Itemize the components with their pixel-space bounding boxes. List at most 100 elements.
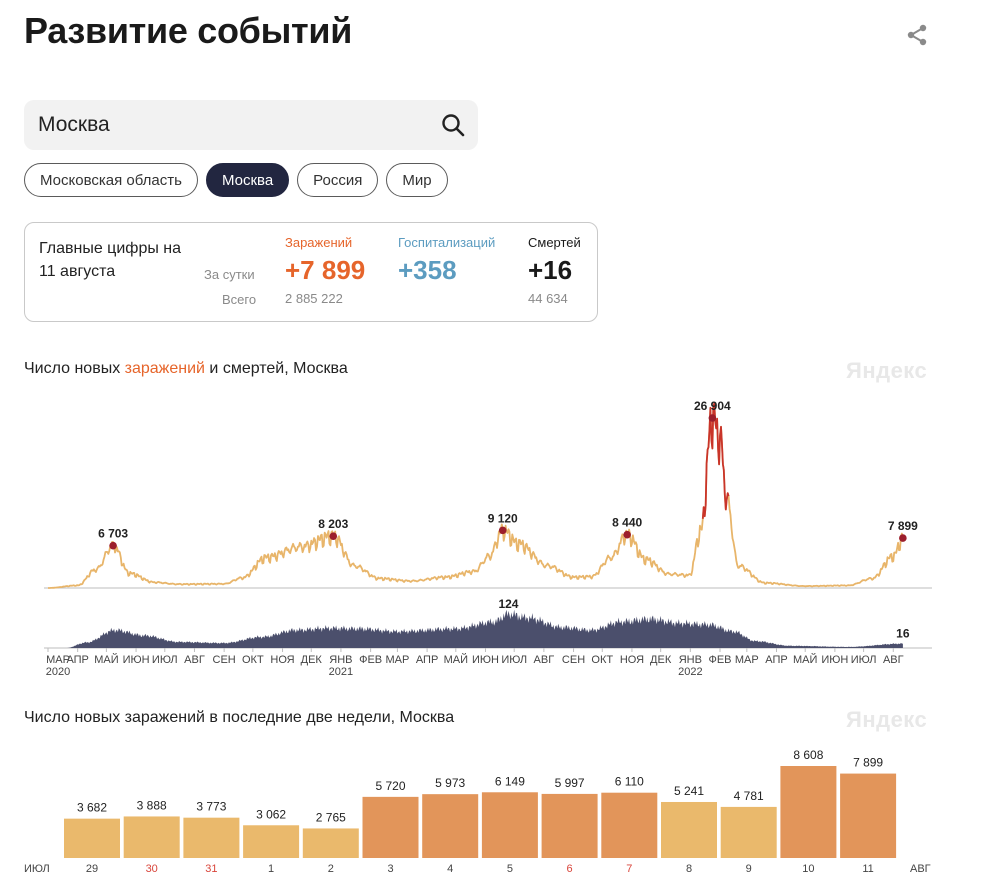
- x-tick-label: ИЮЛ: [501, 654, 527, 666]
- bar: [840, 773, 897, 858]
- peak-markers: 6 703 8 203 9 120 8 440 26 904 7 899 124 16: [98, 399, 918, 641]
- cases-peak-dot: [899, 534, 907, 542]
- x-tick-label: 30: [146, 863, 158, 875]
- bar: [422, 794, 479, 858]
- x-tick-label: ДЕК: [301, 654, 323, 666]
- search-button[interactable]: [440, 112, 466, 138]
- deaths-day-value: +16: [528, 255, 573, 285]
- x-tick-label: АПР: [765, 654, 787, 666]
- cases-peak-dot: [708, 414, 717, 422]
- region-chip-moscow-oblast[interactable]: Московская область: [24, 163, 198, 197]
- x-tick-label: 31: [205, 863, 217, 875]
- x-tick-label: 2: [328, 863, 334, 875]
- x-tick-label: 7: [626, 863, 632, 875]
- bar-value-label: 6 149: [495, 774, 525, 788]
- x-tick-year: 2022: [678, 666, 702, 678]
- x-tick-year: 2020: [46, 666, 70, 678]
- yandex-watermark-2: Яндекс: [846, 707, 928, 732]
- region-chip-russia[interactable]: Россия: [297, 163, 379, 197]
- x-tick-label: 10: [802, 863, 814, 875]
- deaths-series: [66, 609, 903, 648]
- bar-value-label: 3 888: [137, 798, 167, 812]
- x-tick-year: 2021: [329, 666, 353, 678]
- deaths-area: [66, 609, 903, 648]
- x-tick-label: МАЙ: [444, 653, 468, 666]
- cases-day-value: +7 899: [285, 255, 366, 285]
- x-tick-label: АПР: [416, 654, 438, 666]
- row-label-day: За сутки: [204, 267, 255, 282]
- x-tick-label: ИЮЛ: [851, 654, 877, 666]
- bar-value-label: 5 241: [674, 784, 704, 798]
- deaths-total-value: 44 634: [528, 291, 568, 306]
- yandex-watermark: Яндекс: [846, 358, 928, 383]
- cases-series: [48, 402, 904, 589]
- cases-peak-line: [701, 402, 730, 519]
- x-tick-label: 8: [686, 863, 692, 875]
- bar-value-label: 4 781: [734, 789, 764, 803]
- cases-peak-dot: [498, 526, 507, 535]
- search-box: [24, 100, 478, 150]
- x-tick-label: 5: [507, 863, 513, 875]
- bar-value-label: 3 682: [77, 801, 107, 815]
- summary-title: Главные цифры на 11 августа: [39, 240, 182, 280]
- bar: [720, 806, 777, 858]
- x-tick-label: ИЮЛ: [152, 654, 178, 666]
- x-tick-label: НОЯ: [270, 654, 294, 666]
- bar-value-label: 5 997: [555, 776, 585, 790]
- x-tick-label: 1: [268, 863, 274, 875]
- bar: [362, 796, 419, 858]
- x-tick-label: ЯНВ: [329, 654, 352, 666]
- row-label-total: Всего: [222, 292, 257, 307]
- x-tick-label: ИЮН: [472, 654, 499, 666]
- x-tick-label: ОКТ: [591, 654, 613, 666]
- x-tick-label: АВГ: [184, 654, 205, 666]
- hosp-day-value: +358: [398, 255, 457, 285]
- cases-label: Заражений: [285, 235, 353, 250]
- deaths-peak-label: 16: [896, 627, 910, 641]
- x-tick-label: ИЮН: [123, 654, 150, 666]
- deaths-label: Смертей: [528, 235, 581, 250]
- cases-total-value: 2 885 222: [285, 291, 343, 306]
- bar: [302, 828, 359, 858]
- x-tick-label: НОЯ: [620, 654, 644, 666]
- page-title: Развитие событий: [24, 10, 353, 51]
- share-button[interactable]: [904, 22, 930, 48]
- bar: [243, 825, 300, 858]
- x-tick-label: 11: [862, 863, 873, 875]
- x-tick-label: СЕН: [562, 654, 585, 666]
- bar: [541, 793, 598, 858]
- cases-peak-dot: [109, 541, 117, 550]
- region-chip-world[interactable]: Мир: [386, 163, 448, 197]
- month-end-label: АВГ: [910, 863, 931, 875]
- x-tick-label: ДЕК: [650, 654, 672, 666]
- bar-value-label: 7 899: [853, 756, 883, 770]
- bars: [64, 766, 897, 858]
- bar: [64, 818, 120, 858]
- chart1-title: Число новых заражений и смертей, Москва: [24, 360, 348, 377]
- chart2-title: Число новых заражений в последние две не…: [24, 709, 455, 726]
- x-tick-label: МАР: [735, 654, 759, 666]
- hosp-label: Госпитализаций: [398, 235, 496, 250]
- cases-peak-label: 26 904: [694, 399, 731, 413]
- x-tick-label: ФЕВ: [708, 654, 731, 666]
- cases-peak-label: 8 203: [318, 517, 348, 531]
- bar-value-labels: 3 682 3 888 3 773 3 062 2 765 5 720 5 973 6 149…: [77, 748, 883, 824]
- region-chip-moscow[interactable]: Москва: [205, 163, 290, 197]
- x-tick-label: МАЙ: [94, 653, 118, 666]
- cases-peak-label: 8 440: [612, 516, 642, 530]
- x-tick-label: 3: [387, 863, 393, 875]
- region-tabs: Московская область Москва Россия Мир: [24, 163, 448, 197]
- x-tick-label: АВГ: [883, 654, 904, 666]
- bar: [661, 801, 717, 858]
- bar-value-label: 3 773: [196, 800, 226, 814]
- bar-value-label: 5 720: [375, 779, 405, 793]
- bar-value-label: 5 973: [435, 776, 465, 790]
- x-tick-label: 4: [447, 863, 453, 875]
- bar-value-label: 8 608: [793, 748, 823, 762]
- share-icon: [907, 24, 927, 46]
- summary-card: Главные цифры на 11 августа За сутки Все…: [24, 222, 598, 322]
- bar-value-label: 3 062: [256, 807, 286, 821]
- x-tick-label: МАЙ: [793, 653, 817, 666]
- search-input[interactable]: [38, 100, 418, 150]
- x-tick-label: МАР: [46, 654, 70, 666]
